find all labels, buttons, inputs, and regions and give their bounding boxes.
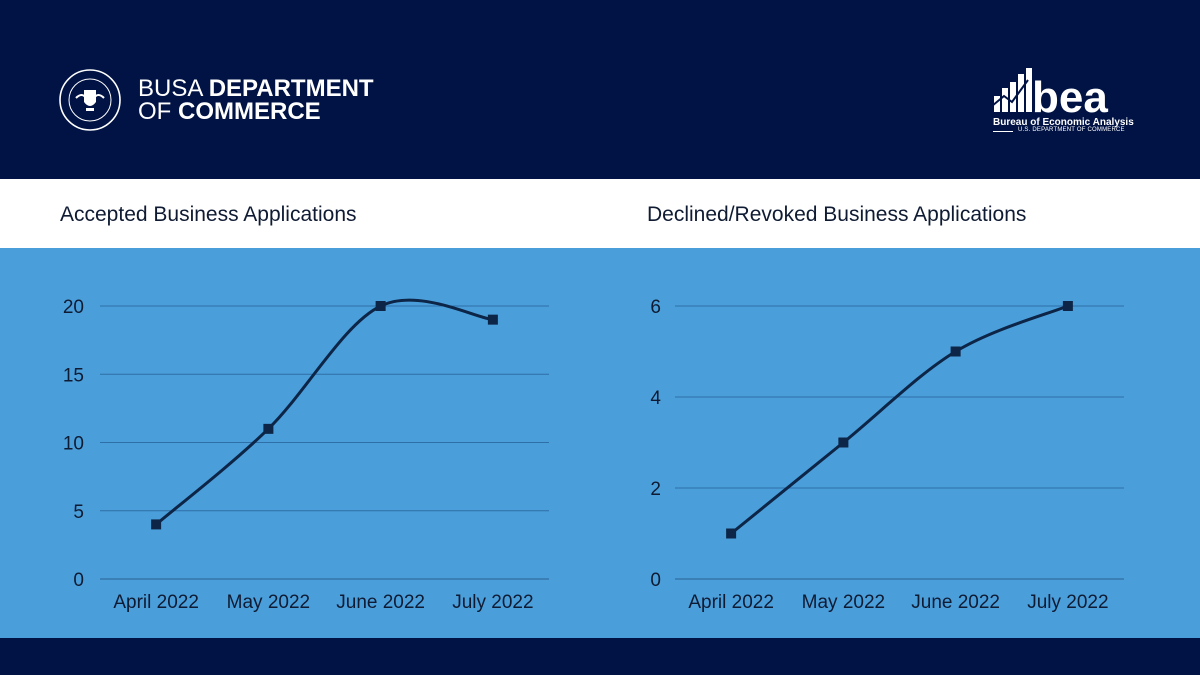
declined-xtick-label: June 2022 <box>911 592 1000 613</box>
accepted-series-line <box>155 298 494 526</box>
accepted-ytick-label: 5 <box>73 502 84 523</box>
accepted-data-point <box>487 314 498 325</box>
accepted-data-point <box>151 519 162 530</box>
declined-data-point <box>838 437 849 448</box>
footer-banner <box>0 638 1200 675</box>
accepted-ytick-label: 0 <box>73 570 84 591</box>
accepted-ytick-label: 15 <box>63 365 84 386</box>
declined-data-point <box>950 346 961 357</box>
accepted-xtick-label: April 2022 <box>113 592 199 613</box>
declined-xtick-label: April 2022 <box>688 592 774 613</box>
department-seal-icon <box>59 69 121 131</box>
declined-xtick-label: July 2022 <box>1027 592 1108 613</box>
accepted-data-point <box>375 301 386 311</box>
bea-wordmark: bea <box>1032 73 1108 122</box>
accepted-xtick-label: July 2022 <box>452 592 533 613</box>
bea-subtitle: U.S. DEPARTMENT OF COMMERCE <box>1018 127 1125 133</box>
declined-ytick-label: 4 <box>650 388 661 409</box>
chart-title-declined: Declined/Revoked Business Applications <box>647 203 1027 226</box>
declined-data-point <box>726 528 737 539</box>
declined-ytick-label: 6 <box>650 297 661 318</box>
department-name: BUSA DEPARTMENT OF COMMERCE <box>138 75 374 125</box>
bea-full-name: Bureau of Economic Analysis <box>993 117 1134 128</box>
accepted-ytick-label: 10 <box>63 434 84 455</box>
bea-divider <box>993 131 1013 132</box>
chart-title-strip <box>0 179 1200 248</box>
accepted-xtick-label: May 2022 <box>227 592 310 613</box>
bea-logo-icon: bea <box>992 68 1108 122</box>
chart-title-accepted: Accepted Business Applications <box>60 203 357 226</box>
declined-ytick-label: 0 <box>650 570 661 591</box>
declined-data-point <box>1062 301 1073 311</box>
accepted-ytick-label: 20 <box>63 297 84 318</box>
declined-ytick-label: 2 <box>650 479 661 500</box>
declined-series-line <box>730 304 1069 535</box>
accepted-xtick-label: June 2022 <box>336 592 425 613</box>
accepted-data-point <box>263 423 274 434</box>
declined-xtick-label: May 2022 <box>802 592 885 613</box>
header-banner: BUSA DEPARTMENT OF COMMERCE bea Bureau o… <box>0 0 1200 179</box>
